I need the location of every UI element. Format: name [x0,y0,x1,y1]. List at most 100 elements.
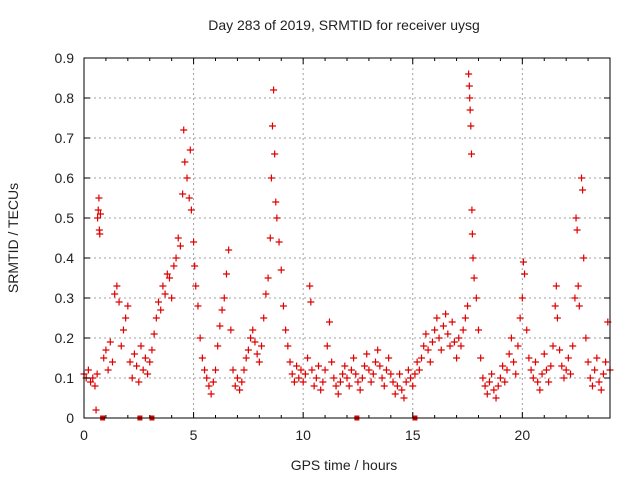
data-point [111,290,119,298]
data-point [525,354,533,362]
data-point [231,382,239,390]
data-point [547,362,555,370]
data-point [468,206,476,214]
data-point [527,366,535,374]
data-point [345,382,353,390]
data-point [455,334,463,342]
data-point [519,258,527,266]
y-tick-label: 0.6 [55,170,75,186]
data-point [523,326,531,334]
data-point [119,326,127,334]
data-point [191,262,199,270]
data-point [323,342,331,350]
data-point [227,326,235,334]
data-point [94,206,102,214]
data-point [341,362,349,370]
data-point [437,346,445,354]
data-point [89,374,97,382]
data-point [332,382,340,390]
data-point [356,386,364,394]
y-tick-label: 0.5 [55,210,75,226]
data-point [307,298,315,306]
data-point [165,274,173,282]
y-tick-label: 0.4 [55,250,75,266]
data-point [181,158,189,166]
data-point [514,342,522,350]
data-point [431,326,439,334]
data-point [190,238,198,246]
data-point [376,362,384,370]
data-point [571,294,579,302]
data-point [501,378,509,386]
data-point [398,386,406,394]
data-point [222,270,230,278]
data-point [361,362,369,370]
data-point [466,106,474,114]
data-point [229,366,237,374]
data-point [106,338,114,346]
data-point [334,390,342,398]
data-point [236,386,244,394]
data-point [240,366,248,374]
data-point [262,290,270,298]
data-point [100,354,108,362]
data-point [470,274,478,282]
data-point [465,70,473,78]
data-point [560,374,568,382]
data-point [115,298,123,306]
data-point [483,390,491,398]
data-point [286,358,294,366]
data-point [84,366,92,374]
data-point [137,342,145,350]
data-point [194,302,202,310]
data-point [135,378,143,386]
data-point [207,390,215,398]
data-point [505,350,513,358]
data-point [187,206,195,214]
data-point [282,326,290,334]
data-point [531,358,539,366]
data-point [534,378,542,386]
data-point [558,362,566,370]
data-point [556,346,564,354]
data-point [148,346,156,354]
data-point [365,366,373,374]
data-point [163,270,171,278]
data-point [126,358,134,366]
data-point [317,386,325,394]
data-point [472,294,480,302]
data-point [467,122,475,130]
data-point [260,314,268,322]
data-point [542,366,550,374]
data-point [545,378,553,386]
data-point [244,346,252,354]
data-point [139,366,147,374]
data-point [172,254,180,262]
data-point [371,358,379,366]
data-point [113,282,121,290]
data-point [352,370,360,378]
data-point [407,374,415,382]
y-tick-label: 0.9 [55,50,75,66]
data-point [549,342,557,350]
data-points [80,70,614,414]
data-point [186,146,194,154]
data-point [319,378,327,386]
data-point [422,330,430,338]
data-point [529,374,537,382]
data-point [439,322,447,330]
data-point [93,370,101,378]
data-point [448,318,456,326]
data-point [396,370,404,378]
data-point [413,358,421,366]
data-point [270,86,278,94]
data-point [354,378,362,386]
data-point [144,370,152,378]
data-point [387,370,395,378]
data-point [304,354,312,362]
data-point [174,234,182,242]
data-point [481,382,489,390]
data-point [128,374,136,382]
data-point [284,342,292,350]
data-point [574,282,582,290]
